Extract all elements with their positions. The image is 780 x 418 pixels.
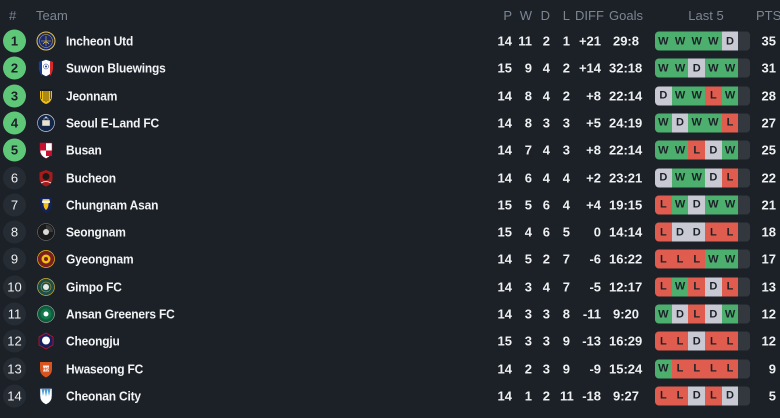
svg-text:HS: HS	[43, 366, 49, 371]
